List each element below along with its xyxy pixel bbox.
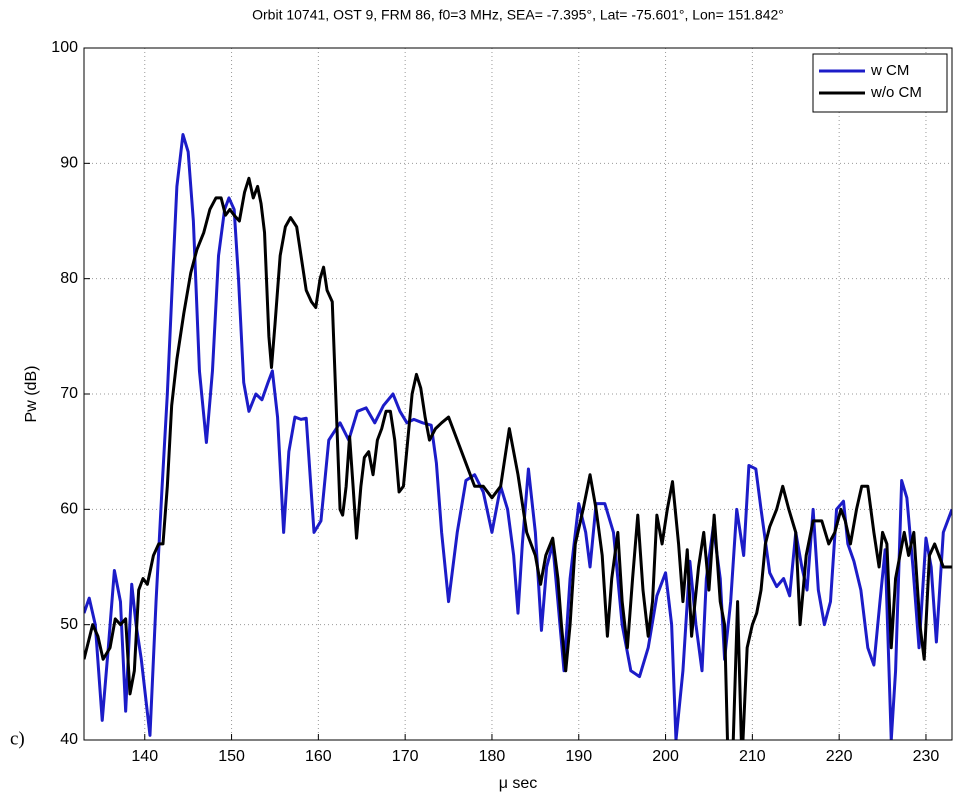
x-tick-label: 190 <box>565 748 592 765</box>
plot-area <box>84 48 952 740</box>
legend: w CM w/o CM <box>812 53 948 113</box>
y-tick-label: 90 <box>60 155 78 172</box>
y-axis-label: Pw (dB) <box>23 366 40 423</box>
x-tick-label: 140 <box>131 748 158 765</box>
y-tick-label: 100 <box>51 39 78 56</box>
x-tick-label: 150 <box>218 748 245 765</box>
x-tick-label: 160 <box>305 748 332 765</box>
x-tick-label: 180 <box>479 748 506 765</box>
series-line <box>84 133 952 740</box>
x-axis-label: μ sec <box>499 775 538 792</box>
y-tick-label: 80 <box>60 270 78 287</box>
plot-frame <box>83 47 953 741</box>
lines <box>84 133 952 740</box>
x-tick-label: 200 <box>652 748 679 765</box>
x-tick-label: 210 <box>739 748 766 765</box>
panel-label: c) <box>10 728 25 749</box>
y-tick-label: 40 <box>60 731 78 748</box>
chart-title: Orbit 10741, OST 9, FRM 86, f0=3 MHz, SE… <box>252 7 784 23</box>
y-tick-label: 70 <box>60 385 78 402</box>
series-line <box>84 176 952 740</box>
y-tick-label: 50 <box>60 616 78 633</box>
x-tick-label: 220 <box>826 748 853 765</box>
legend-box <box>812 53 948 113</box>
x-tick-label: 170 <box>392 748 419 765</box>
legend-label: w/o CM <box>870 84 922 101</box>
legend-label: w CM <box>870 62 909 79</box>
x-tick-label: 230 <box>913 748 940 765</box>
y-tick-label: 60 <box>60 501 78 518</box>
